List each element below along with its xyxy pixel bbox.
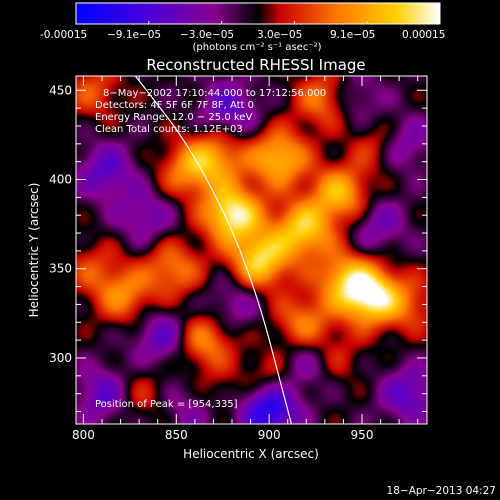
chart-title: Reconstructed RHESSI Image <box>146 56 365 74</box>
colorbar: -0.00015 −9.1e−05 −3.0e−05 3.0e−05 9.1e−… <box>40 2 445 53</box>
colorbar-gradient <box>75 2 441 25</box>
colorbar-tick-label-2: −3.0e−05 <box>180 29 234 41</box>
colorbar-tick-label-4: 9.1e−05 <box>330 29 375 41</box>
colorbar-tick-label-3: 3.0e−05 <box>257 29 302 41</box>
annotation-detectors: Detectors: 4F 5F 6F 7F 8F, Att 0 <box>95 100 254 111</box>
y-axis-label: Heliocentric Y (arcsec) <box>27 183 41 318</box>
plot-frame <box>75 75 428 425</box>
x-tick-label: 800 <box>72 428 95 442</box>
annotation-peak-position: Position of Peak = [954,335] <box>95 399 238 410</box>
timestamp: 18−Apr−2013 04:27 <box>387 485 496 497</box>
colorbar-tick-label-1: −9.1e−05 <box>107 29 161 41</box>
y-tick-label: 350 <box>49 262 72 276</box>
annotation-time-range: 8−May−2002 17:10:44.000 to 17:12:56.000 <box>103 88 326 99</box>
colorbar-ticks <box>75 21 441 24</box>
colorbar-tick-label-0: -0.00015 <box>40 29 87 41</box>
x-tick-label: 900 <box>258 428 281 442</box>
y-tick-label: 300 <box>49 351 72 365</box>
colorbar-tick-label-5: 0.00015 <box>402 29 445 41</box>
solar-limb-curve <box>134 76 293 424</box>
x-tick-label: 850 <box>165 428 188 442</box>
x-axis-label: Heliocentric X (arcsec) <box>183 447 319 461</box>
heatmap-image <box>76 76 427 424</box>
y-tick-label: 450 <box>49 83 72 97</box>
annotation-energy-range: Energy Range: 12.0 − 25.0 keV <box>95 112 252 123</box>
axes: 800 850 900 950 300 350 400 450 <box>49 76 427 442</box>
annotation-clean-counts: Clean Total counts: 1.12E+03 <box>95 124 243 135</box>
x-tick-label: 950 <box>351 428 374 442</box>
y-tick-label: 400 <box>49 173 72 187</box>
colorbar-units-label: (photons cm⁻² s⁻¹ asec⁻²) <box>192 42 321 53</box>
